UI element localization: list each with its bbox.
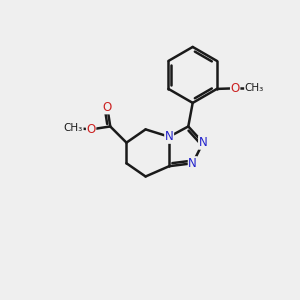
Text: N: N — [188, 157, 197, 170]
Text: CH₃: CH₃ — [245, 83, 264, 93]
Text: CH₃: CH₃ — [64, 123, 83, 133]
Text: N: N — [165, 130, 173, 143]
Text: O: O — [103, 101, 112, 114]
Text: N: N — [199, 136, 207, 149]
Text: O: O — [86, 123, 96, 136]
Text: O: O — [230, 82, 240, 95]
